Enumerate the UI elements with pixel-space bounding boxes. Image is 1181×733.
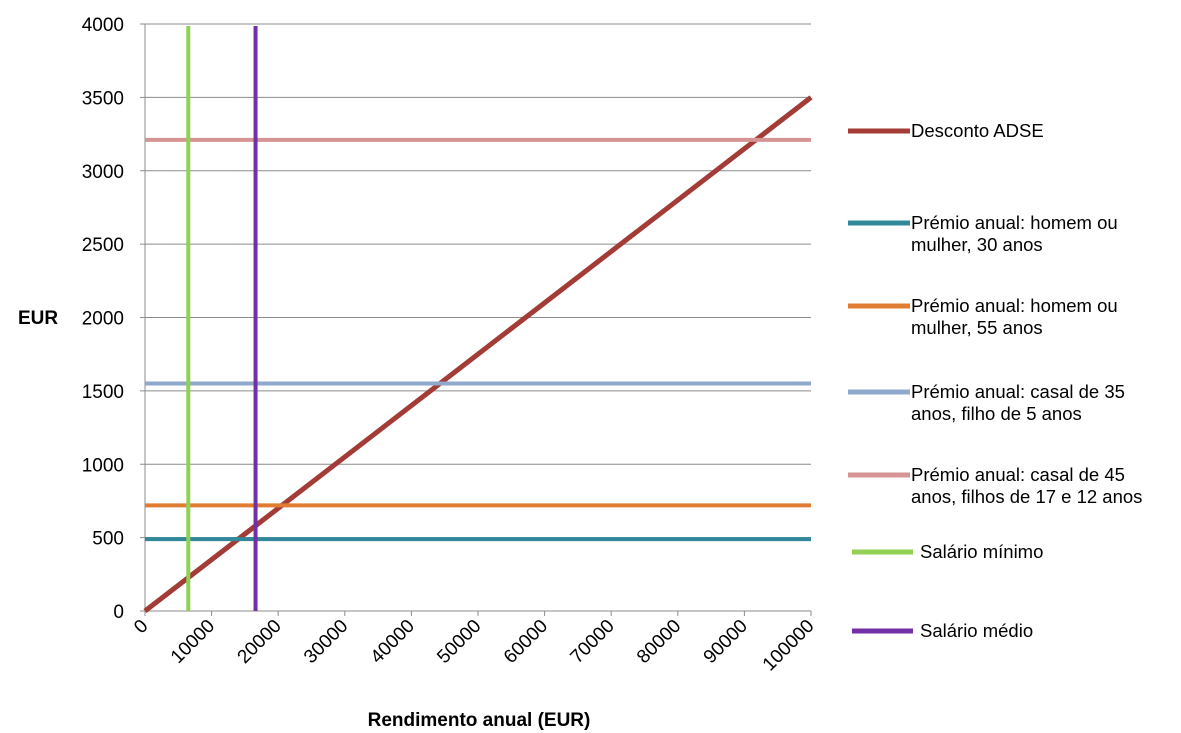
x-tick-label: 70000: [567, 616, 619, 668]
y-tick-label: 0: [113, 602, 124, 623]
legend-label: anos, filhos de 17 e 12 anos: [911, 486, 1142, 507]
y-tick-label: 3000: [82, 162, 124, 183]
legend-item-1: Desconto ADSE: [848, 120, 1044, 141]
y-tick-labels: 0 500 1000 1500 2000 2500 3000 3500 4000: [82, 15, 124, 623]
x-tick-label: 80000: [633, 616, 685, 668]
x-tick-label: 30000: [300, 616, 352, 668]
y-tick-label: 2000: [82, 309, 124, 330]
legend-label: mulher, 30 anos: [911, 234, 1043, 255]
series-layer: [143, 26, 813, 613]
legend-label: mulher, 55 anos: [911, 317, 1043, 338]
y-tick-label: 1000: [82, 455, 124, 476]
x-tick-label: 90000: [700, 616, 752, 668]
y-axis-title: EUR: [18, 308, 58, 329]
x-tick-label: 40000: [367, 616, 419, 668]
legend-label: Prémio anual: homem ou: [911, 212, 1118, 233]
legend-label: Desconto ADSE: [911, 120, 1044, 141]
legend-label: Prémio anual: casal de 45: [911, 464, 1125, 485]
legend-label: Salário médio: [920, 620, 1033, 641]
legend-item-7: Salário médio: [852, 620, 1033, 641]
x-tick-label: 50000: [433, 616, 485, 668]
x-tick-label: 0: [130, 616, 152, 638]
legend-label: Salário mínimo: [920, 541, 1043, 562]
series-line-1: [143, 95, 813, 613]
legend-item-6: Salário mínimo: [852, 541, 1043, 562]
legend-label: Prémio anual: homem ou: [911, 295, 1118, 316]
x-tick-labels: 0 10000 20000 30000 40000 50000 60000 70000 8000…: [130, 616, 818, 676]
y-tick-label: 1500: [82, 382, 124, 403]
x-axis-title: Rendimento anual (EUR): [368, 710, 591, 731]
legend-label: Prémio anual: casal de 35: [911, 381, 1125, 402]
y-tick-label: 4000: [82, 15, 124, 36]
y-tick-label: 2500: [82, 235, 124, 256]
x-tick-label: 100000: [759, 616, 819, 676]
gridlines: [145, 23, 811, 539]
axes: [140, 23, 812, 616]
x-tick-label: 20000: [234, 616, 286, 668]
y-tick-label: 3500: [82, 88, 124, 109]
x-tick-label: 10000: [167, 616, 219, 668]
y-tick-label: 500: [92, 529, 124, 550]
x-tick-label: 60000: [500, 616, 552, 668]
legend-label: anos, filho de 5 anos: [911, 403, 1082, 424]
